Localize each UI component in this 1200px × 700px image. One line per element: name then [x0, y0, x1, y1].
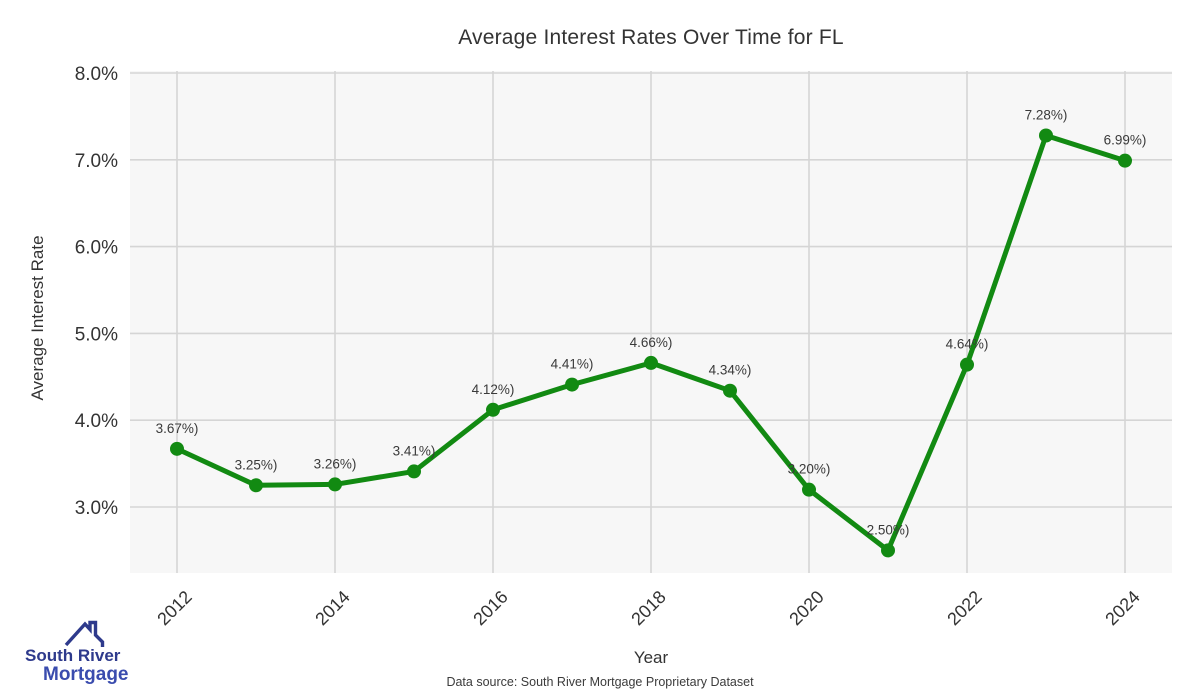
y-tick-label: 4.0%	[75, 411, 118, 432]
house-roof-icon	[64, 620, 105, 647]
point-label: 4.66%)	[630, 335, 673, 350]
data-point	[486, 402, 500, 417]
y-tick-label: 5.0%	[75, 324, 118, 345]
point-label: 3.67%)	[156, 421, 199, 436]
x-tick-label: 2024	[1101, 587, 1143, 629]
data-point	[565, 377, 579, 392]
point-label: 4.12%)	[472, 382, 515, 397]
data-point	[644, 355, 658, 370]
point-label: 6.99%)	[1104, 133, 1147, 148]
data-point	[960, 357, 974, 372]
data-point	[1039, 128, 1053, 143]
y-tick-label: 7.0%	[75, 151, 118, 172]
logo-text-mortgage: Mortgage	[43, 664, 129, 685]
y-tick-label: 8.0%	[75, 64, 118, 85]
chart-title: Average Interest Rates Over Time for FL	[458, 26, 844, 49]
data-source-caption: Data source: South River Mortgage Propri…	[446, 675, 754, 689]
data-point	[407, 464, 421, 479]
data-point	[170, 441, 184, 456]
logo-text-south-river: South River	[25, 646, 121, 665]
point-label: 4.64%)	[946, 337, 989, 352]
x-tick-label: 2018	[627, 587, 669, 629]
point-label: 4.34%)	[709, 363, 752, 378]
data-point	[881, 543, 895, 558]
point-label: 3.25%)	[235, 457, 278, 472]
point-label: 4.41%)	[551, 357, 594, 372]
point-label: 3.20%)	[788, 462, 831, 477]
point-label: 3.41%)	[393, 443, 436, 458]
data-point	[1118, 153, 1132, 168]
data-point	[723, 383, 737, 398]
point-label: 2.50%)	[867, 522, 910, 537]
point-label: 7.28%)	[1025, 107, 1068, 122]
x-tick-label: 2022	[943, 587, 985, 629]
x-axis-label: Year	[633, 648, 669, 667]
x-tick-label: 2020	[785, 587, 827, 629]
data-point	[802, 482, 816, 497]
company-logo: South River Mortgage	[18, 612, 138, 685]
y-tick-label: 6.0%	[75, 238, 118, 259]
data-point	[328, 477, 342, 492]
point-label: 3.26%)	[314, 456, 357, 471]
x-tick-label: 2016	[469, 587, 511, 629]
x-tick-label: 2014	[311, 587, 353, 629]
x-tick-label: 2012	[153, 587, 195, 629]
y-tick-label: 3.0%	[75, 498, 118, 519]
data-point	[249, 478, 263, 493]
